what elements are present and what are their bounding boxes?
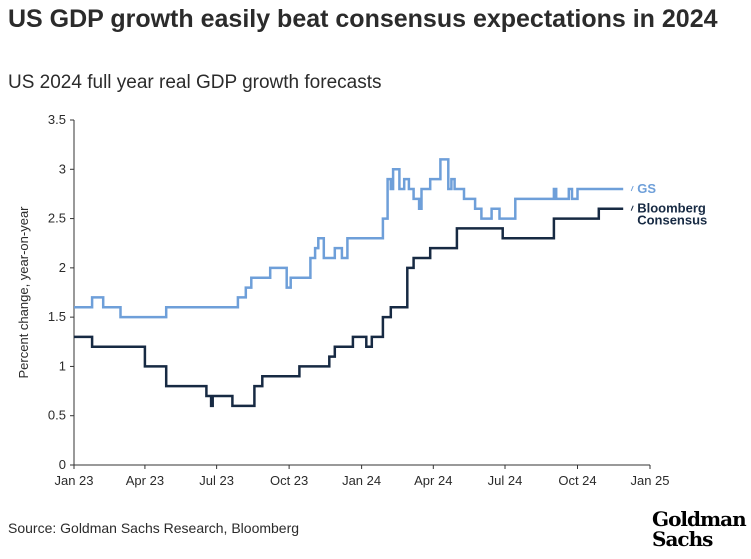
chart-subtitle: US 2024 full year real GDP growth foreca… (8, 72, 382, 93)
y-axis-title: Percent change, year-on-year (16, 206, 31, 379)
y-tick-label: 1 (59, 358, 66, 373)
series-line-gs (74, 158, 624, 319)
logo-line-2: Sachs (652, 527, 713, 551)
x-tick-label: Jan 25 (630, 473, 669, 488)
y-tick-label: 3 (59, 161, 66, 176)
series-label-bloomberg-consensus: Bloomberg (637, 201, 706, 216)
y-tick-label: 0 (59, 457, 66, 472)
chart-title: US GDP growth easily beat consensus expe… (8, 5, 718, 33)
series-label-bloomberg-consensus: Consensus (637, 213, 707, 228)
series-label-connector (630, 185, 634, 192)
y-tick-label: 2 (59, 260, 66, 275)
series-label-connector (630, 205, 634, 211)
logo-line-1: Goldman (652, 507, 747, 531)
chart-series (74, 158, 624, 408)
gdp-forecast-chart: 0 0.5 1 1.5 2 2.5 3 3.5 Jan 23 Apr 23 Jul 23 Oct 23… (16, 112, 707, 488)
y-tick-label: 2.5 (48, 211, 66, 226)
series-label-gs: GS (637, 181, 656, 196)
x-tick-label: Jan 23 (54, 473, 93, 488)
y-tick-label: 1.5 (48, 309, 66, 324)
series-line-bloomberg-consensus (74, 207, 624, 408)
source-note: Source: Goldman Sachs Research, Bloomber… (8, 520, 300, 536)
y-tick-label: 0.5 (48, 408, 66, 423)
goldman-sachs-logo: Goldman Sachs (652, 509, 747, 549)
x-tick-label: Jul 24 (488, 473, 523, 488)
x-tick-label: Apr 23 (126, 473, 164, 488)
x-tick-label: Jan 24 (342, 473, 381, 488)
x-tick-label: Apr 24 (414, 473, 452, 488)
chart-axes: 0 0.5 1 1.5 2 2.5 3 3.5 Jan 23 Apr 23 Jul 23 Oct 23… (16, 112, 670, 488)
x-tick-label: Oct 23 (270, 473, 308, 488)
y-tick-label: 3.5 (48, 112, 66, 127)
x-tick-label: Oct 24 (558, 473, 596, 488)
x-tick-label: Jul 23 (199, 473, 234, 488)
